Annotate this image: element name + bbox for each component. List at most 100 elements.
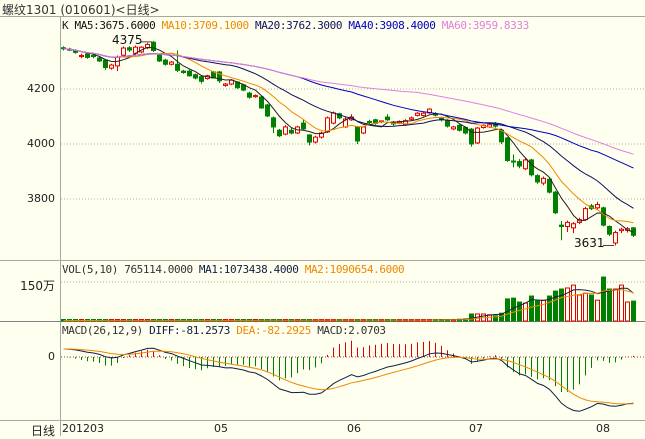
volume-bar: [565, 287, 570, 322]
volume-bar: [559, 288, 564, 322]
candle-up: [571, 223, 576, 229]
candle-down: [163, 59, 168, 65]
date-tick: 07: [469, 422, 483, 435]
price-legend: K MA5:3675.6000 MA10:3709.1000 MA20:3762…: [62, 19, 529, 32]
candle-down: [559, 224, 564, 227]
volume-bar: [541, 299, 546, 322]
volume-bar: [625, 301, 630, 322]
candle-down: [271, 117, 276, 128]
high-annotation: 4375: [112, 33, 143, 47]
candle-up: [319, 132, 324, 138]
candle-up: [619, 228, 624, 232]
candle-up: [313, 136, 318, 143]
candle-down: [259, 96, 264, 109]
candle-up: [325, 117, 330, 133]
candle-down: [97, 57, 102, 62]
volume-ma10-line: [63, 289, 634, 321]
candle-down: [307, 134, 312, 143]
candle-down: [535, 175, 540, 183]
ma10-line: [63, 48, 634, 224]
volume-bar: [493, 315, 498, 322]
candle-up: [583, 208, 588, 221]
macd-legend-label: MACD(26,12,9): [62, 324, 143, 337]
volume-bar: [571, 284, 576, 322]
candle-down: [217, 71, 222, 82]
volume-bar: [535, 300, 540, 322]
candle-up: [109, 64, 114, 69]
candle-up: [403, 120, 408, 126]
candle-up: [451, 126, 456, 130]
candle-down: [445, 120, 450, 127]
price-tick-4000: 4000: [27, 137, 55, 150]
ma60-line: [63, 48, 634, 155]
candle-down: [199, 76, 204, 82]
candle-down: [175, 63, 180, 71]
candle-up: [79, 54, 84, 58]
candle-up: [475, 127, 480, 144]
candle-up: [121, 47, 126, 56]
candle-down: [385, 116, 390, 121]
volume-bar: [547, 295, 552, 322]
volume-legend: VOL(5,10) 765114.0000 MA1:1073438.4000 M…: [62, 263, 405, 276]
dea-legend: DEA:-82.2925: [236, 324, 311, 337]
candle-down: [127, 47, 132, 51]
candle-down: [151, 41, 156, 51]
candle-down: [355, 126, 360, 142]
volume-bar: [595, 299, 600, 322]
candle-up: [331, 112, 336, 124]
volume-bar: [601, 276, 606, 322]
candle-up: [415, 112, 420, 116]
volume-bar: [553, 290, 558, 322]
candle-up: [409, 117, 414, 120]
volume-ma2-legend: MA2:1090654.6000: [304, 263, 405, 276]
candle-up: [361, 126, 366, 134]
macd-legend: MACD(26,12,9) DIFF:-81.2573 DEA:-82.2925…: [62, 324, 386, 337]
volume-bar: [499, 312, 504, 322]
candle-down: [511, 160, 516, 163]
date-tick: 05: [214, 422, 228, 435]
volume-bar: [505, 298, 510, 322]
candle-down: [517, 161, 522, 167]
candle-down: [607, 226, 612, 235]
candle-down: [601, 207, 606, 226]
price-tick-4200: 4200: [27, 82, 55, 95]
candle-down: [193, 74, 198, 79]
ma5-line: [63, 46, 634, 233]
period-label: 日线: [30, 424, 55, 438]
date-tick: 201203: [62, 422, 104, 435]
ma20-legend: MA20:3762.3000: [254, 19, 343, 32]
price-legend-prefix: K: [62, 19, 69, 32]
volume-bar: [517, 301, 522, 322]
candle-down: [181, 70, 186, 73]
volume-bar: [529, 295, 534, 322]
candle-down: [529, 159, 534, 176]
candle-down: [547, 178, 552, 193]
candle-up: [223, 83, 228, 86]
volume-bar: [589, 294, 594, 322]
candle-up: [283, 126, 288, 135]
candle-down: [91, 54, 96, 58]
volume-bar: [523, 302, 528, 322]
volume-bar: [577, 294, 582, 322]
volume-bar: [613, 288, 618, 322]
window-title: 螺纹1301 (010601)<日线>: [2, 3, 160, 17]
candle-down: [505, 137, 510, 161]
ma10-legend: MA10:3709.1000: [161, 19, 250, 32]
dea-line: [63, 348, 634, 405]
candle-up: [169, 61, 174, 65]
ma60-legend: MA60:3959.8333: [441, 19, 530, 32]
volume-ma1-legend: MA1:1073438.4000: [198, 263, 299, 276]
macd-value-legend: MACD:2.0703: [317, 324, 386, 337]
candle-down: [367, 120, 372, 123]
candle-up: [541, 177, 546, 184]
candle-down: [553, 191, 558, 214]
candle-down: [469, 128, 474, 145]
candle-down: [265, 104, 270, 117]
volume-bar: [607, 288, 612, 322]
ma40-legend: MA40:3908.4000: [348, 19, 436, 32]
candle-down: [301, 122, 306, 130]
candle-down: [277, 129, 282, 137]
volume-bar: [583, 292, 588, 322]
date-tick: 06: [347, 422, 361, 435]
diff-line: [63, 347, 634, 412]
